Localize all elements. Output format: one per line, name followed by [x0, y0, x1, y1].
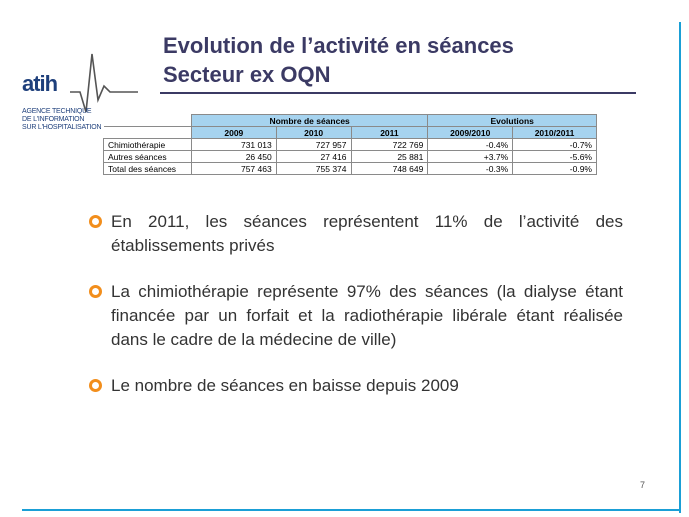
cell-2011: 722 769	[350, 138, 429, 151]
list-item: La chimiothérapie représente 97% des séa…	[89, 280, 623, 352]
cell-evol-2009-2010: -0.3%	[427, 162, 514, 175]
logo-name: atih	[22, 71, 58, 96]
year-header-2009-2010: 2009/2010	[427, 126, 514, 139]
logo-subtitle: AGENCE TECHNIQUE DE L'INFORMATION SUR L'…	[22, 108, 102, 131]
bullet-text: En 2011, les séances représentent 11% de…	[111, 212, 623, 255]
bullet-text: La chimiothérapie représente 97% des séa…	[111, 282, 623, 349]
orange-circle-bullet-icon	[89, 379, 102, 392]
bottom-border-bar	[22, 509, 681, 511]
title-line-1: Evolution de l’activité en séances	[163, 33, 514, 58]
title-underline	[160, 92, 636, 94]
table-corner	[103, 114, 192, 127]
cell-2010: 727 957	[275, 138, 352, 151]
title-line-2: Secteur ex OQN	[163, 62, 331, 87]
bullet-list: En 2011, les séances représentent 11% de…	[89, 210, 623, 420]
year-header-2010-2011: 2010/2011	[512, 126, 597, 139]
page-title: Evolution de l’activité en séances Secte…	[163, 31, 633, 89]
year-header-2009: 2009	[190, 126, 277, 139]
list-item: En 2011, les séances représentent 11% de…	[89, 210, 623, 258]
orange-circle-bullet-icon	[89, 285, 102, 298]
cell-2009: 731 013	[190, 138, 277, 151]
group-header-sessions: Nombre de séances	[190, 114, 429, 127]
ecg-line-icon	[70, 53, 138, 113]
table-row: Total des séances 757 463 755 374 748 64…	[103, 162, 597, 175]
table-row: Autres séances 26 450 27 416 25 881 +3.7…	[103, 150, 597, 163]
orange-circle-bullet-icon	[89, 215, 102, 228]
bullet-text: Le nombre de séances en baisse depuis 20…	[111, 376, 459, 395]
right-border-bar	[679, 22, 681, 513]
row-label: Total des séances	[103, 162, 192, 175]
cell-2009: 26 450	[190, 150, 277, 163]
cell-2011: 748 649	[350, 162, 429, 175]
cell-evol-2010-2011: -0.7%	[512, 138, 597, 151]
cell-2009: 757 463	[190, 162, 277, 175]
table-row: Chimiothérapie 731 013 727 957 722 769 -…	[103, 138, 597, 151]
cell-2011: 25 881	[350, 150, 429, 163]
year-header-2010: 2010	[275, 126, 352, 139]
cell-evol-2010-2011: -5.6%	[512, 150, 597, 163]
year-header-2011: 2011	[350, 126, 429, 139]
cell-2010: 27 416	[275, 150, 352, 163]
cell-evol-2009-2010: -0.4%	[427, 138, 514, 151]
list-item: Le nombre de séances en baisse depuis 20…	[89, 374, 623, 398]
group-header-evolutions: Evolutions	[427, 114, 597, 127]
cell-2010: 755 374	[275, 162, 352, 175]
table-corner-2	[103, 126, 192, 139]
row-label: Autres séances	[103, 150, 192, 163]
cell-evol-2010-2011: -0.9%	[512, 162, 597, 175]
page-number: 7	[640, 480, 646, 490]
sessions-table: Nombre de séances Evolutions 2009 2010 2…	[103, 114, 597, 175]
row-label: Chimiothérapie	[103, 138, 192, 151]
cell-evol-2009-2010: +3.7%	[427, 150, 514, 163]
